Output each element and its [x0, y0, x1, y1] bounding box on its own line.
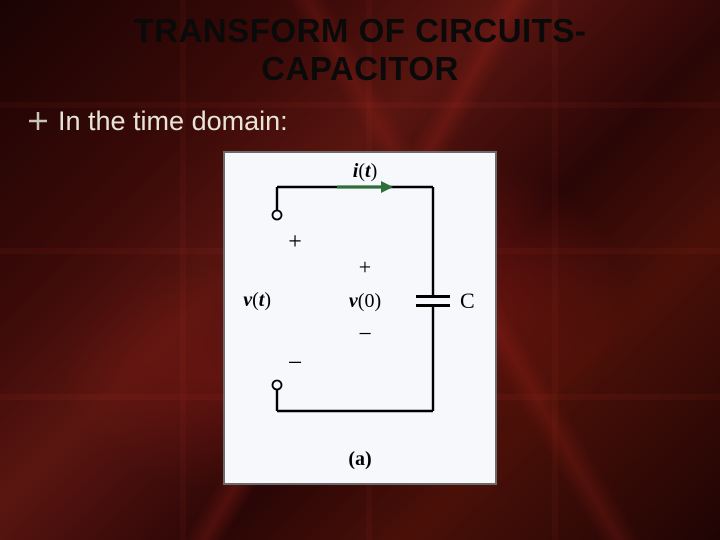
label-minus-outer: −: [288, 348, 303, 377]
terminal-top: [273, 210, 282, 219]
circuit-svg: i(t) + − v(t) + − v(0) C (a): [225, 153, 495, 483]
label-i-t: i(t): [353, 160, 377, 182]
subtitle-row: In the time domain:: [0, 106, 720, 137]
figure-caption: (a): [348, 448, 371, 470]
circuit-figure: i(t) + − v(t) + − v(0) C (a): [223, 151, 497, 485]
slide-title: TRANSFORM OF CIRCUITS- CAPACITOR: [0, 0, 720, 88]
label-C: C: [460, 288, 475, 313]
bullet-plus-icon: [28, 111, 48, 131]
subtitle-text: In the time domain:: [58, 106, 288, 137]
label-plus-outer: +: [288, 229, 302, 255]
label-v-t: v(t): [243, 289, 271, 311]
label-v-0: v(0): [349, 290, 381, 312]
terminal-bottom: [273, 380, 282, 389]
label-minus-inner: −: [358, 321, 372, 347]
current-arrow-head: [381, 181, 393, 193]
title-line-2: CAPACITOR: [0, 50, 720, 88]
label-plus-inner: +: [359, 254, 371, 279]
title-line-1: TRANSFORM OF CIRCUITS-: [0, 12, 720, 50]
